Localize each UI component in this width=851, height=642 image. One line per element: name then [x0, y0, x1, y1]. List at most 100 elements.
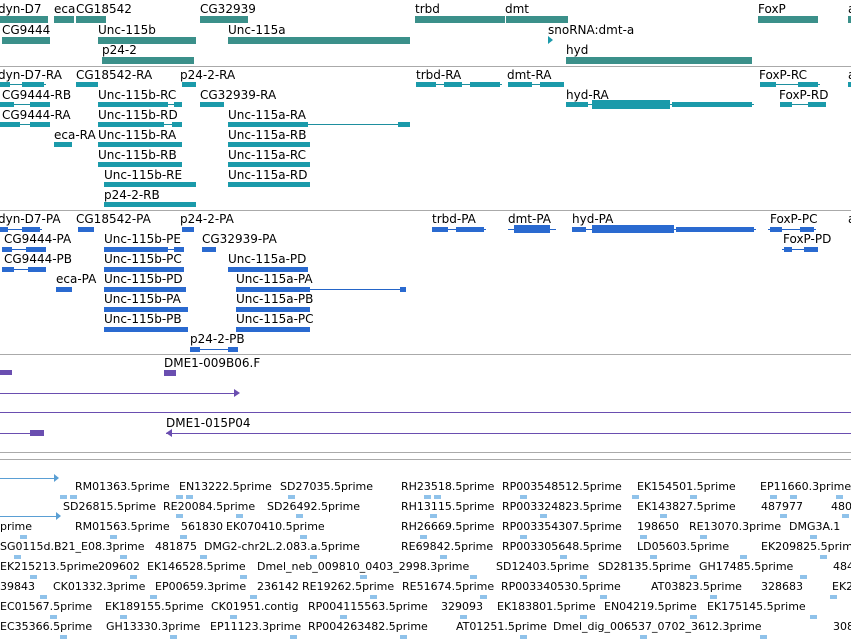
est-label[interactable]: 236142	[257, 580, 299, 593]
est-label[interactable]: EP11660.3prime	[760, 480, 851, 493]
est-label[interactable]: 484	[833, 560, 851, 573]
protein-label[interactable]: FoxP-PD	[783, 232, 832, 246]
est-label[interactable]: RP003340530.5prime	[501, 580, 621, 593]
est-label[interactable]: 481875	[155, 540, 197, 553]
gene-label[interactable]: Unc-115a	[228, 23, 286, 37]
est-feature[interactable]	[0, 478, 58, 479]
est-feature[interactable]	[820, 555, 827, 559]
protein-label[interactable]: CG32939-PA	[202, 232, 277, 246]
est-feature[interactable]	[520, 635, 527, 639]
est-label[interactable]: CK01332.3prime	[53, 580, 146, 593]
est-label[interactable]: 480	[831, 500, 851, 513]
protein-label[interactable]: Unc-115b-PD	[104, 272, 183, 286]
est-feature[interactable]	[60, 495, 67, 499]
est-label[interactable]: EC01567.5prime	[0, 600, 93, 613]
gene-label[interactable]: eca	[54, 2, 76, 16]
est-feature[interactable]	[842, 514, 849, 518]
transcript-label[interactable]: Unc-115b-RB	[98, 148, 177, 162]
gene-feature[interactable]	[758, 16, 818, 23]
est-feature[interactable]	[740, 555, 747, 559]
est-feature[interactable]	[580, 575, 587, 579]
transcript-label[interactable]: hyd-RA	[566, 88, 609, 102]
protein-label[interactable]: trbd-PA	[432, 212, 476, 226]
est-label[interactable]: RH23518.5prime	[401, 480, 495, 493]
protein-label[interactable]: CG9444-PA	[4, 232, 72, 246]
est-label[interactable]: EC35366.5prime	[0, 620, 93, 633]
est-label[interactable]: 329093	[441, 600, 483, 613]
est-label[interactable]: EK143827.5prime	[637, 500, 736, 513]
est-feature[interactable]	[790, 495, 797, 499]
transcript-feature[interactable]	[0, 104, 50, 105]
est-label[interactable]: 308	[833, 620, 851, 633]
est-label[interactable]: RE13070.3prime	[689, 520, 782, 533]
est-feature[interactable]	[470, 575, 477, 579]
est-feature[interactable]	[240, 575, 247, 579]
est-feature[interactable]	[650, 555, 657, 559]
gene-label[interactable]: trbd	[415, 2, 440, 16]
est-label[interactable]: EK215213.5prime	[0, 560, 99, 573]
est-feature[interactable]	[230, 615, 237, 619]
transcript-label[interactable]: eca-RA	[54, 128, 96, 142]
est-label[interactable]: RM01363.5prime	[75, 480, 170, 493]
protein-label[interactable]: hyd-PA	[572, 212, 614, 226]
est-label[interactable]: 39843	[0, 580, 35, 593]
est-label[interactable]: DMG3A.1	[789, 520, 841, 533]
gene-feature[interactable]	[506, 16, 568, 23]
est-label[interactable]: EK209825.5prime	[761, 540, 851, 553]
est-label[interactable]: AT01251.5prime	[456, 620, 547, 633]
est-feature[interactable]	[176, 495, 183, 499]
transcript-label[interactable]: FoxP-RC	[759, 68, 807, 82]
est-feature[interactable]	[830, 595, 837, 599]
est-feature[interactable]	[120, 615, 127, 619]
est-feature[interactable]	[236, 514, 243, 518]
est-label[interactable]: EP00659.3prime	[155, 580, 247, 593]
transcript-label[interactable]: Unc-115a-RA	[228, 108, 306, 122]
est-feature[interactable]	[440, 555, 447, 559]
est-feature[interactable]	[632, 495, 639, 499]
gene-label-cut[interactable]: a	[848, 2, 851, 16]
protein-label[interactable]: Unc-115a-PC	[236, 312, 314, 326]
est-label[interactable]: RH13115.5prime	[401, 500, 495, 513]
est-feature[interactable]	[430, 514, 437, 518]
est-label[interactable]: Dmel_dig_006537_0702_3612.3prime	[553, 620, 762, 633]
protein-feature[interactable]	[236, 289, 406, 290]
protein-label[interactable]: eca-PA	[56, 272, 97, 286]
est-feature[interactable]	[60, 635, 67, 639]
protein-label[interactable]: Unc-115b-PB	[104, 312, 182, 326]
transcript-label[interactable]: Unc-115b-RD	[98, 108, 178, 122]
est-label[interactable]: SD12403.5prime	[496, 560, 589, 573]
clone-label[interactable]: DME1-015P04	[166, 416, 251, 430]
protein-feature[interactable]	[78, 227, 94, 232]
transcript-feature[interactable]	[228, 124, 408, 125]
gene-feature[interactable]	[0, 16, 48, 23]
est-feature[interactable]	[180, 535, 187, 539]
transcript-feature[interactable]	[760, 84, 820, 85]
gene-label[interactable]: dyn-D7	[0, 2, 42, 16]
gene-label[interactable]: CG9444	[2, 23, 51, 37]
est-feature[interactable]	[400, 635, 407, 639]
est-label[interactable]: RP003305648.5prime	[502, 540, 622, 553]
transcript-label[interactable]: FoxP-RD	[779, 88, 829, 102]
est-label[interactable]: EP11123.3prime	[210, 620, 302, 633]
transcript-label[interactable]: trbd-RA	[416, 68, 462, 82]
clone-end[interactable]	[164, 370, 176, 376]
est-feature[interactable]	[770, 495, 777, 499]
protein-feature[interactable]	[2, 269, 46, 270]
est-feature[interactable]	[560, 555, 567, 559]
est-feature[interactable]	[540, 514, 547, 518]
protein-label[interactable]: Unc-115b-PE	[104, 232, 181, 246]
est-label[interactable]: SD26815.5prime	[63, 500, 156, 513]
transcript-feature[interactable]	[0, 124, 50, 125]
est-feature[interactable]	[640, 535, 647, 539]
est-feature[interactable]	[420, 535, 427, 539]
protein-label[interactable]: dmt-PA	[508, 212, 552, 226]
transcript-label[interactable]: CG9444-RB	[2, 88, 72, 102]
protein-feature[interactable]	[0, 229, 42, 230]
est-label[interactable]: GH13330.3prime	[106, 620, 201, 633]
est-label[interactable]: LD05603.5prime	[637, 540, 730, 553]
transcript-label-cut[interactable]: a	[848, 68, 851, 82]
est-feature[interactable]	[424, 495, 431, 499]
gene-label[interactable]: CG32939	[200, 2, 256, 16]
est-label[interactable]: EN04219.5prime	[604, 600, 697, 613]
transcript-feature[interactable]	[508, 84, 564, 85]
